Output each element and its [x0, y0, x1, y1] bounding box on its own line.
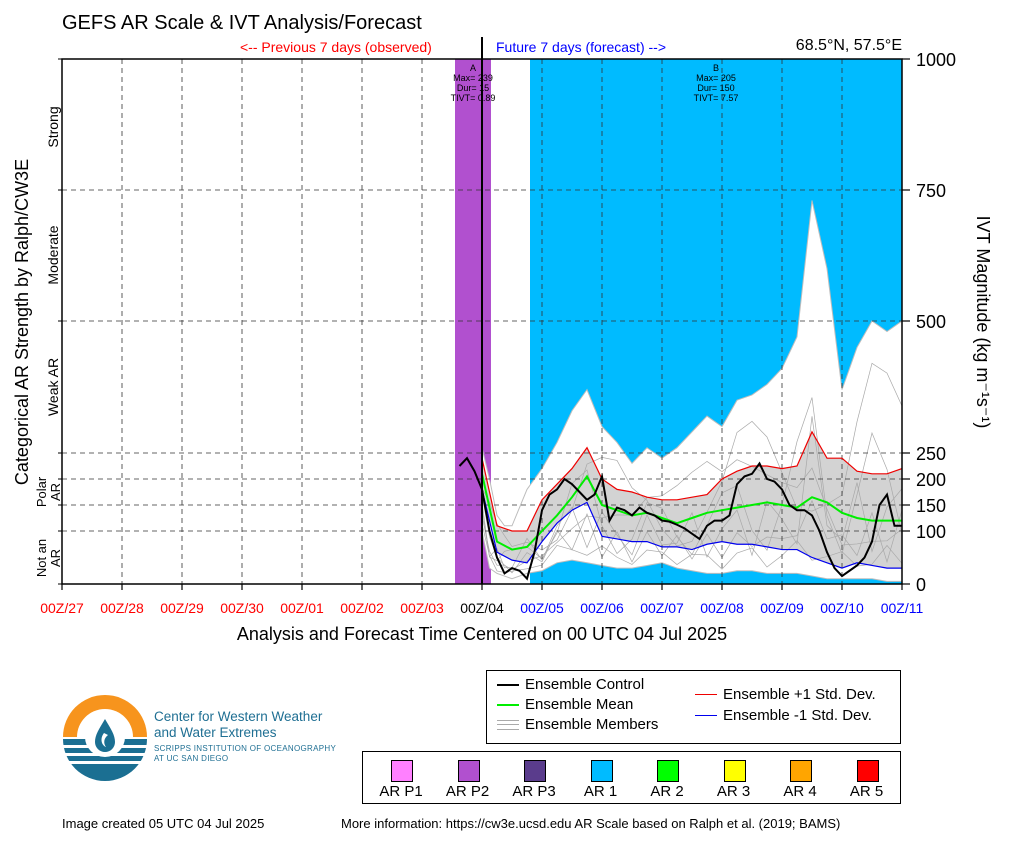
x-tick-label-4: 00Z/01: [280, 600, 324, 616]
legend-control-label: Ensemble Control: [525, 676, 645, 693]
legend-mean: Ensemble Mean: [497, 696, 633, 713]
y-tick-label-500: 500: [916, 312, 946, 332]
x-tick-label-2: 00Z/29: [160, 600, 204, 616]
y-tick-label-100: 100: [916, 522, 946, 542]
ar-scale-swatch-3: [590, 760, 613, 782]
ar-scale-swatch-5: [723, 760, 746, 782]
category-label-1: Moderate: [45, 225, 61, 284]
event-annotation-1-0: B: [713, 63, 719, 73]
ar-scale-swatch-7: [856, 760, 879, 782]
previous-days-label: <-- Previous 7 days (observed): [240, 39, 432, 55]
legend-members: Ensemble Members: [497, 716, 658, 733]
ar-scale-label-1: AR P2: [445, 783, 490, 800]
x-tick-label-10: 00Z/07: [640, 600, 684, 616]
x-tick-label-11: 00Z/08: [700, 600, 744, 616]
ar-scale-legend: AR P1 AR P2 AR P3 AR 1 AR 2 AR 3 AR 4 AR 5: [362, 751, 901, 804]
category-label-4-b: AR: [48, 549, 63, 567]
ar-scale-swatch-1: [457, 760, 480, 782]
legend-control-swatch: [497, 683, 519, 686]
ar-scale-swatch-4: [657, 760, 679, 782]
ensemble-spread: [482, 431, 902, 569]
y-tick-label-1000: 1000: [916, 50, 956, 70]
event-annotation-1-3: TIVT= 7.57: [694, 93, 739, 103]
y-axis-right-label: IVT Magnitude (kg m⁻¹s⁻¹): [973, 216, 993, 429]
event-annotation-0-1: Max= 239: [453, 73, 493, 83]
ar-scale-swatch-2: [524, 760, 546, 782]
event-annotation-0-2: Dur= 15: [457, 83, 489, 93]
x-tick-label-8: 00Z/05: [520, 600, 564, 616]
ar-scale-label-3: AR 1: [583, 783, 618, 800]
logo-line4: AT UC SAN DIEGO: [154, 754, 229, 763]
category-label-3-b: AR: [48, 483, 63, 501]
control-line: [458, 456, 902, 581]
x-tick-label-14: 00Z/11: [881, 600, 924, 616]
x-tick-label-3: 00Z/30: [220, 600, 264, 616]
legend-minus-std-swatch: [695, 715, 717, 716]
ar-scale-label-4: AR 2: [650, 783, 684, 800]
cw3e-logo-icon: [63, 695, 147, 781]
x-tick-label-1: 00Z/28: [100, 600, 144, 616]
ar-scale-label-7: AR 5: [849, 783, 884, 800]
ensemble-member-4: [481, 459, 903, 571]
ensemble-member-0: [481, 523, 903, 573]
legend-plus-std: Ensemble +1 Std. Dev.: [695, 686, 876, 703]
event-annotation-1-1: Max= 205: [696, 73, 736, 83]
ar-scale-label-2: AR P3: [512, 783, 556, 800]
x-tick-label-5: 00Z/02: [340, 600, 384, 616]
logo-line2: and Water Extremes: [154, 725, 277, 740]
ensemble-member-2: [481, 416, 903, 569]
y-tick-label-250: 250: [916, 444, 946, 464]
logo-line3: SCRIPPS INSTITUTION OF OCEANOGRAPHY: [154, 744, 337, 753]
x-tick-label-12: 00Z/09: [760, 600, 804, 616]
legend-minus-std-label: Ensemble -1 Std. Dev.: [723, 707, 872, 724]
x-tick-label-6: 00Z/03: [400, 600, 444, 616]
location-coords: 68.5°N, 57.5°E: [795, 37, 902, 54]
ar-scale-swatch-0: [391, 760, 413, 782]
logo-title: Center for Western Weather and Water Ext…: [154, 709, 322, 741]
legend-members-swatch: [497, 719, 519, 730]
legend-plus-std-swatch: [695, 694, 717, 695]
legend-mean-swatch: [497, 703, 519, 706]
legend-mean-label: Ensemble Mean: [525, 696, 634, 713]
y-tick-label-200: 200: [916, 470, 946, 490]
x-tick-label-7: 00Z/04: [460, 600, 504, 616]
event-annotation-0-0: A: [470, 63, 476, 73]
category-label-0: Strong: [45, 106, 61, 147]
y-tick-label-750: 750: [916, 181, 946, 201]
future-days-label: Future 7 days (forecast) -->: [496, 39, 667, 55]
logo-line1: Center for Western Weather: [154, 709, 323, 724]
event-annotation-1-2: Dur= 150: [697, 83, 734, 93]
more-info-note: More information: https://cw3e.ucsd.edu …: [341, 816, 841, 831]
legend-minus-std: Ensemble -1 Std. Dev.: [695, 707, 872, 724]
event-annotation-0-3: TIVT= 0.89: [451, 93, 496, 103]
legend-control: Ensemble Control: [497, 676, 644, 693]
ar-scale-label-5: AR 3: [716, 783, 751, 800]
y-axis-left-label: Categorical AR Strength by Ralph/CW3E: [12, 159, 32, 485]
ensemble-member-1: [481, 499, 903, 574]
legend-plus-std-label: Ensemble +1 Std. Dev.: [723, 686, 876, 703]
ar-scale-label-6: AR 4: [783, 783, 817, 800]
ar-scale-swatch-6: [790, 760, 812, 782]
series-line-0: [481, 473, 902, 551]
image-created-note: Image created 05 UTC 04 Jul 2025: [62, 816, 265, 831]
ensemble-member-5: [481, 362, 903, 551]
x-axis-label: Analysis and Forecast Time Centered on 0…: [237, 624, 727, 644]
legend-members-label: Ensemble Members: [525, 716, 659, 733]
category-label-3-a: Polar: [34, 476, 49, 507]
category-label-4-a: Not an: [34, 539, 49, 577]
series-line-1: [481, 430, 903, 532]
line-legend: Ensemble Control Ensemble Mean Ensemble …: [486, 670, 901, 744]
y-tick-label-0: 0: [916, 575, 926, 595]
x-tick-label-9: 00Z/06: [580, 600, 624, 616]
logo-subtitle: SCRIPPS INSTITUTION OF OCEANOGRAPHY AT U…: [154, 744, 336, 764]
y-tick-label-150: 150: [916, 496, 946, 516]
chart-title: GEFS AR Scale & IVT Analysis/Forecast: [62, 12, 422, 34]
cw3e-logo: [60, 693, 150, 788]
x-tick-label-0: 00Z/27: [40, 600, 84, 616]
x-tick-label-13: 00Z/10: [820, 600, 864, 616]
category-label-2: Weak AR: [45, 358, 61, 416]
ar-scale-label-0: AR P1: [379, 783, 423, 800]
